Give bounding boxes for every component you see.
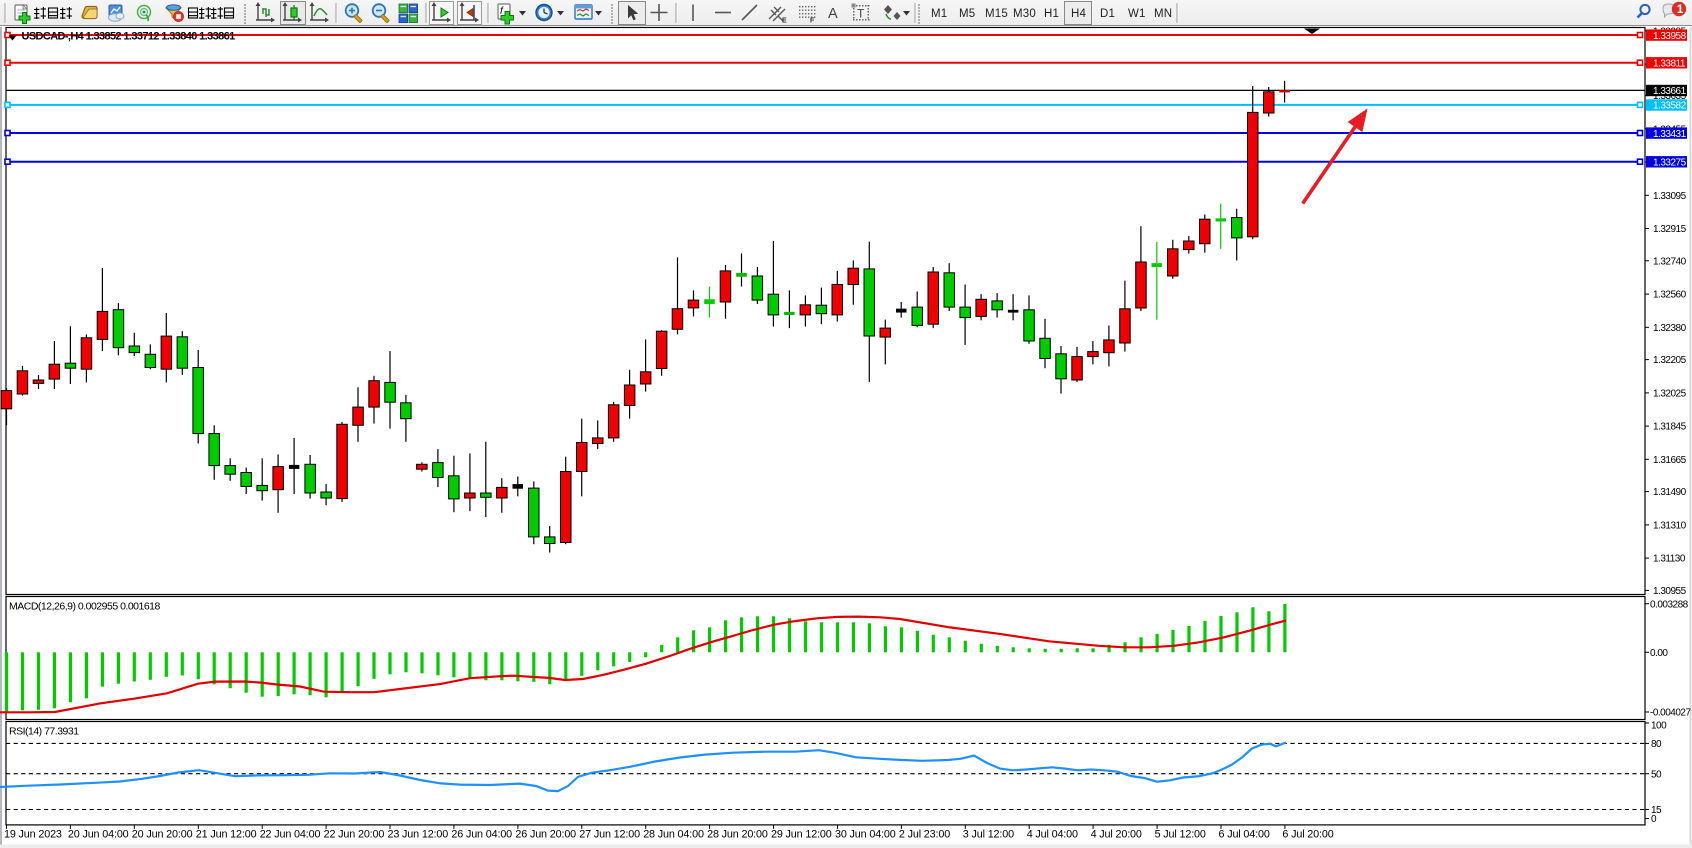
svg-text:f: f — [500, 6, 504, 17]
svg-text:20 Jun 04:00: 20 Jun 04:00 — [68, 829, 129, 841]
svg-text:D1: D1 — [1100, 8, 1115, 20]
svg-text:1.31310: 1.31310 — [1653, 521, 1687, 532]
svg-text:A: A — [828, 6, 838, 22]
svg-text:1: 1 — [1677, 2, 1684, 16]
svg-text:21 Jun 12:00: 21 Jun 12:00 — [196, 829, 257, 841]
svg-text:50: 50 — [1651, 769, 1662, 780]
svg-text:22 Jun 04:00: 22 Jun 04:00 — [260, 829, 321, 841]
svg-text:26 Jun 04:00: 26 Jun 04:00 — [451, 829, 512, 841]
svg-text:4 Jul 20:00: 4 Jul 20:00 — [1091, 829, 1142, 841]
svg-text:3 Jul 12:00: 3 Jul 12:00 — [963, 829, 1014, 841]
svg-text:H4: H4 — [1071, 8, 1087, 20]
svg-text:MACD(12,26,9) 0.002955 0.00161: MACD(12,26,9) 0.002955 0.001618 — [9, 601, 161, 613]
svg-text:1.32205: 1.32205 — [1653, 355, 1687, 366]
svg-text:USDCAD-,H4 1.33852 1.33712 1.: USDCAD-,H4 1.33852 1.33712 1.33840 1.338… — [22, 31, 236, 43]
svg-text:1.31845: 1.31845 — [1653, 422, 1687, 433]
svg-text:5 Jul 12:00: 5 Jul 12:00 — [1155, 829, 1206, 841]
svg-text:1.33095: 1.33095 — [1653, 191, 1687, 202]
svg-text:1.33635: 1.33635 — [1653, 91, 1687, 102]
svg-text:W1: W1 — [1128, 8, 1146, 20]
svg-text:M5: M5 — [959, 8, 975, 20]
svg-text:19 Jun 2023: 19 Jun 2023 — [4, 829, 62, 841]
svg-text:M15: M15 — [985, 8, 1008, 20]
svg-text:0.00: 0.00 — [1650, 648, 1668, 659]
svg-text:F: F — [810, 18, 815, 25]
svg-text:0.003288: 0.003288 — [1650, 599, 1689, 610]
svg-text:RSI(14) 77.3931: RSI(14) 77.3931 — [9, 726, 79, 738]
svg-text:H1: H1 — [1044, 8, 1059, 20]
svg-text:27 Jun 12:00: 27 Jun 12:00 — [579, 829, 640, 841]
svg-text:1.33582: 1.33582 — [1653, 101, 1687, 112]
svg-text:M30: M30 — [1013, 8, 1036, 20]
svg-text:6 Jul 20:00: 6 Jul 20:00 — [1282, 829, 1333, 841]
svg-text:1.33661: 1.33661 — [1653, 86, 1687, 97]
svg-text:30 Jun 04:00: 30 Jun 04:00 — [835, 829, 896, 841]
svg-text:23 Jun 12:00: 23 Jun 12:00 — [388, 829, 449, 841]
svg-text:1.31130: 1.31130 — [1653, 554, 1686, 565]
svg-text:2 Jul 23:00: 2 Jul 23:00 — [899, 829, 950, 841]
svg-text:28 Jun 20:00: 28 Jun 20:00 — [707, 829, 768, 841]
svg-text:-0.004027: -0.004027 — [1650, 708, 1691, 719]
svg-text:80: 80 — [1651, 739, 1662, 750]
svg-text:1.31490: 1.31490 — [1653, 487, 1687, 498]
svg-text:22 Jun 20:00: 22 Jun 20:00 — [324, 829, 385, 841]
svg-text:1.31665: 1.31665 — [1653, 455, 1687, 466]
svg-text:28 Jun 04:00: 28 Jun 04:00 — [643, 829, 704, 841]
svg-text:MN: MN — [1154, 8, 1172, 20]
svg-text:T: T — [857, 7, 865, 21]
svg-text:E: E — [782, 18, 787, 25]
svg-text:1.32380: 1.32380 — [1653, 323, 1687, 334]
svg-text:4 Jul 04:00: 4 Jul 04:00 — [1027, 829, 1078, 841]
svg-text:1.32915: 1.32915 — [1653, 224, 1687, 235]
svg-text:1.33811: 1.33811 — [1653, 59, 1686, 70]
svg-text:1.30955: 1.30955 — [1653, 586, 1687, 597]
svg-text:1.33275: 1.33275 — [1653, 158, 1687, 169]
svg-text:1.32740: 1.32740 — [1653, 256, 1687, 267]
svg-text:100: 100 — [1651, 721, 1667, 732]
svg-text:15: 15 — [1651, 805, 1662, 816]
svg-text:20 Jun 20:00: 20 Jun 20:00 — [132, 829, 193, 841]
svg-text:M1: M1 — [931, 8, 947, 20]
svg-text:0: 0 — [1651, 814, 1657, 825]
svg-text:1.33431: 1.33431 — [1653, 129, 1687, 140]
svg-text:29 Jun 12:00: 29 Jun 12:00 — [771, 829, 832, 841]
svg-text:1.33958: 1.33958 — [1653, 31, 1687, 42]
svg-text:6 Jul 04:00: 6 Jul 04:00 — [1219, 829, 1270, 841]
svg-text:1.32560: 1.32560 — [1653, 290, 1687, 301]
svg-text:1.32025: 1.32025 — [1653, 389, 1687, 400]
svg-text:26 Jun 20:00: 26 Jun 20:00 — [515, 829, 576, 841]
